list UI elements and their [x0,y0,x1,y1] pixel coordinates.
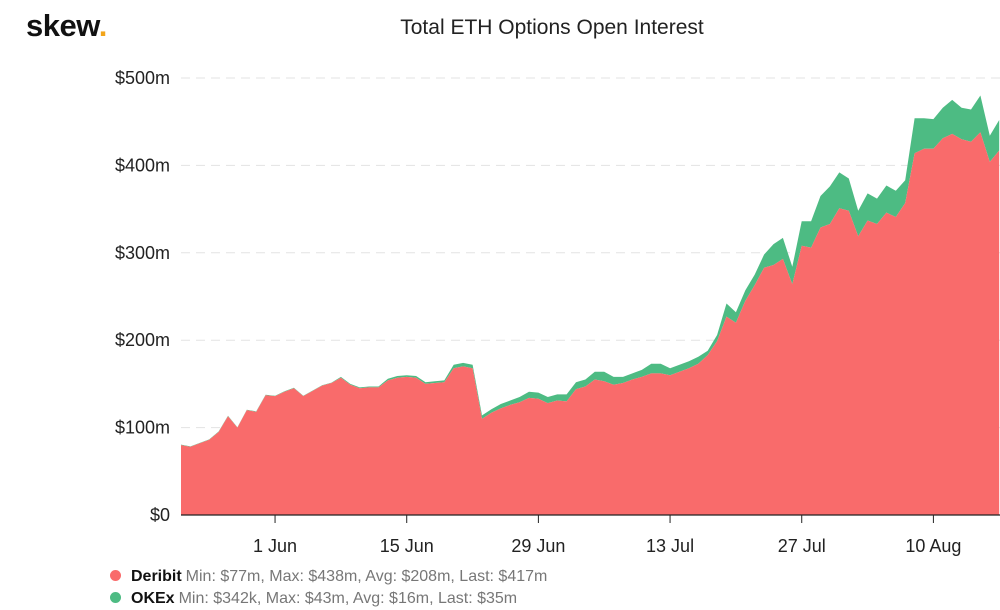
x-tick-label: 15 Jun [380,536,434,556]
okex-swatch-icon [110,592,121,603]
x-tick-label: 29 Jun [511,536,565,556]
y-tick-label: $0 [150,505,170,525]
deribit-swatch-icon [110,570,121,581]
x-tick-label: 10 Aug [905,536,961,556]
skew-logo[interactable]: skew. [26,8,107,43]
y-tick-label: $200m [115,330,170,350]
okex-area [181,95,1000,447]
y-tick-label: $100m [115,418,170,438]
x-tick-label: 1 Jun [253,536,297,556]
legend-item-deribit[interactable]: Deribit Min: $77m, Max: $438m, Avg: $208m… [110,568,547,586]
deribit-area [181,132,1000,515]
y-tick-label: $400m [115,155,170,175]
y-tick-label: $300m [115,243,170,263]
legend-item-okex[interactable]: OKEx Min: $342k, Max: $43m, Avg: $16m, La… [110,590,517,608]
x-tick-label: 13 Jul [646,536,694,556]
y-tick-label: $500m [115,68,170,88]
x-tick-label: 27 Jul [778,536,826,556]
chart-title: Total ETH Options Open Interest [400,16,704,39]
